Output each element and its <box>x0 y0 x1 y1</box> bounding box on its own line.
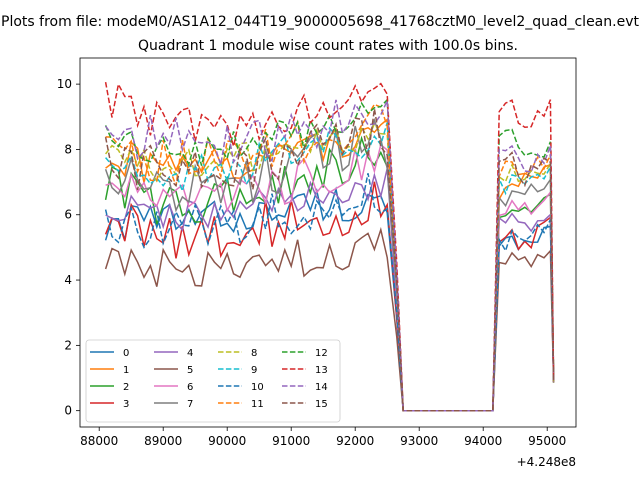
legend-label-12: 12 <box>315 348 328 359</box>
series-layer <box>104 81 555 412</box>
legend-label-9: 9 <box>251 365 257 376</box>
y-axis: 0 2 4 6 8 10 <box>57 77 80 418</box>
y-tick-label: 8 <box>64 142 72 156</box>
chart-title: Quadrant 1 module wise count rates with … <box>138 38 518 54</box>
legend-label-14: 14 <box>315 382 328 393</box>
figure-suptitle: Plots from file: modeM0/AS1A12_044T19_90… <box>1 14 639 30</box>
x-tick-label: 91000 <box>272 434 310 448</box>
y-tick-label: 6 <box>64 208 72 222</box>
series-line-15 <box>104 108 555 412</box>
y-tick-label: 10 <box>57 77 72 91</box>
x-tick-label: 93000 <box>400 434 438 448</box>
legend-label-10: 10 <box>251 382 264 393</box>
legend-label-11: 11 <box>251 399 264 410</box>
legend-label-1: 1 <box>123 365 129 376</box>
series-line-9 <box>105 122 555 412</box>
legend-label-0: 0 <box>123 348 129 359</box>
x-tick-label: 88000 <box>80 434 118 448</box>
y-tick-label: 0 <box>64 404 72 418</box>
x-tick-label: 89000 <box>144 434 182 448</box>
series-line-12 <box>104 98 555 412</box>
legend-label-5: 5 <box>187 365 193 376</box>
y-tick-label: 2 <box>64 338 72 352</box>
x-axis-offset-label: +4.248e8 <box>517 455 576 469</box>
legend-label-8: 8 <box>251 348 257 359</box>
legend-label-3: 3 <box>123 399 129 410</box>
x-tick-label: 92000 <box>336 434 374 448</box>
x-axis: 88000 89000 90000 91000 92000 93000 94000 95000 <box>80 427 566 448</box>
x-tick-label: 90000 <box>208 434 246 448</box>
legend-label-15: 15 <box>315 399 328 410</box>
x-tick-label: 95000 <box>528 434 566 448</box>
series-line-13 <box>104 81 555 412</box>
legend-label-2: 2 <box>123 382 129 393</box>
y-tick-label: 4 <box>64 273 72 287</box>
x-tick-label: 94000 <box>464 434 502 448</box>
legend-label-7: 7 <box>187 399 193 410</box>
legend-label-4: 4 <box>187 348 193 359</box>
plot-area-frame <box>79 57 577 428</box>
legend-label-6: 6 <box>187 382 193 393</box>
legend-frame <box>85 339 341 423</box>
legend-label-13: 13 <box>315 365 328 376</box>
